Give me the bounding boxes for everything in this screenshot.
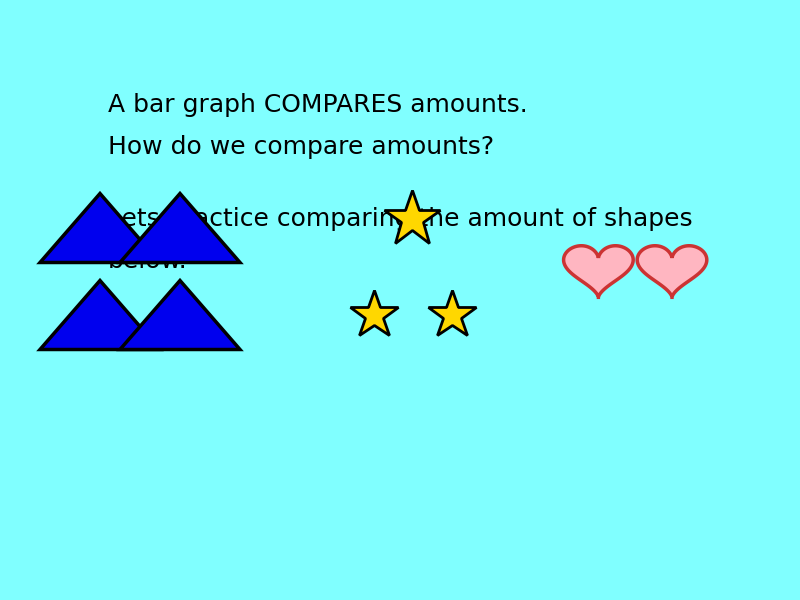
Text: How do we compare amounts?: How do we compare amounts? — [108, 135, 494, 159]
Text: below.: below. — [108, 249, 188, 273]
Polygon shape — [40, 280, 160, 349]
Text: A bar graph COMPARES amounts.: A bar graph COMPARES amounts. — [108, 93, 528, 117]
Polygon shape — [564, 246, 633, 298]
Polygon shape — [120, 193, 240, 263]
Polygon shape — [120, 280, 240, 349]
Polygon shape — [40, 193, 160, 263]
Text: Lets practice comparing the amount of shapes: Lets practice comparing the amount of sh… — [108, 207, 693, 231]
Polygon shape — [638, 246, 706, 298]
